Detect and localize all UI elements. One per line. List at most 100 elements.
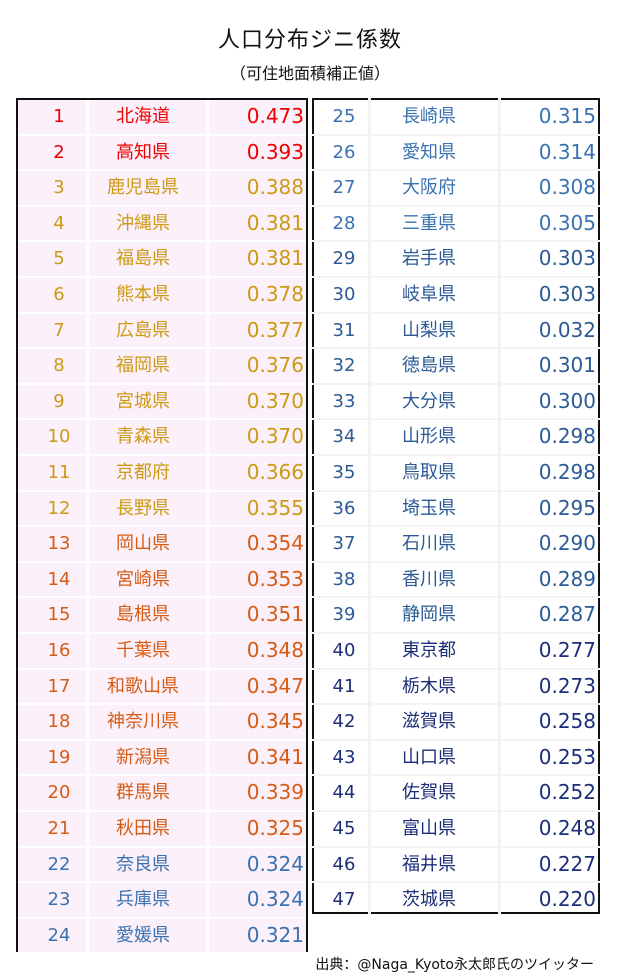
prefecture-cell: 三重県: [402, 212, 456, 234]
value-cell: 0.315: [538, 104, 596, 128]
grid-line: [312, 454, 600, 456]
rank-cell: 22: [47, 853, 71, 875]
value-cell: 0.300: [538, 388, 596, 413]
prefecture-cell: 宮崎県: [116, 568, 170, 590]
prefecture-cell: 沖縄県: [116, 212, 170, 234]
table-row: 21 秋田県 0.325: [16, 811, 308, 847]
grid-line: [16, 169, 308, 172]
grid-line: [312, 489, 600, 492]
rank-cell: 12: [47, 497, 71, 519]
prefecture-cell: 香川県: [402, 568, 456, 590]
value-cell: 0.388: [246, 175, 304, 200]
grid-line: [16, 525, 308, 528]
grid-line: [16, 560, 308, 563]
value-cell: 0.366: [246, 460, 304, 484]
table-row: 11 京都府 0.366: [16, 455, 308, 491]
value-cell: 0.305: [538, 210, 596, 235]
table-row: 41 栃木県 0.273: [312, 669, 600, 705]
rank-cell: 7: [53, 319, 65, 341]
table-row: 38 香川県 0.289: [312, 562, 600, 598]
value-cell: 0.378: [246, 282, 304, 306]
grid-line: [312, 912, 600, 914]
rank-cell: 40: [332, 640, 356, 661]
prefecture-cell: 兵庫県: [116, 889, 170, 911]
value-cell: 0.381: [246, 210, 304, 235]
grid-line: [16, 240, 308, 243]
prefecture-cell: 愛媛県: [116, 924, 170, 946]
value-cell: 0.339: [246, 780, 304, 805]
prefecture-cell: 青森県: [116, 426, 170, 448]
rank-cell: 5: [53, 248, 65, 270]
prefecture-cell: 広島県: [116, 319, 170, 341]
grid-line: [16, 489, 308, 492]
table-row: 5 福島県 0.381: [16, 241, 308, 277]
prefecture-cell: 山形県: [402, 426, 456, 448]
grid-line: [312, 667, 600, 670]
rank-cell: 26: [332, 141, 356, 163]
table-row: 40 東京都 0.277: [312, 633, 600, 669]
value-cell: 0.347: [246, 673, 304, 698]
prefecture-cell: 秋田県: [116, 818, 170, 839]
table-row: 47 茨城県 0.220: [312, 882, 600, 918]
grid-line: [16, 276, 308, 278]
grid-line: [312, 169, 600, 172]
grid-line: [86, 98, 89, 952]
table-row: 18 神奈川県 0.345: [16, 704, 308, 740]
table-row: 24 愛媛県 0.321: [16, 918, 308, 954]
prefecture-cell: 熊本県: [116, 284, 170, 305]
value-cell: 0.341: [246, 744, 304, 769]
grid-line: [368, 98, 371, 914]
prefecture-cell: 栃木県: [402, 675, 456, 697]
prefecture-cell: 長崎県: [402, 106, 456, 127]
grid-line: [312, 632, 600, 634]
value-cell: 0.253: [538, 744, 596, 769]
table-row: 16 千葉県 0.348: [16, 633, 308, 669]
grid-line: [16, 916, 308, 919]
value-cell: 0.308: [538, 175, 596, 200]
table-row: 46 福井県 0.227: [312, 847, 600, 883]
rank-cell: 20: [47, 782, 71, 804]
grid-line: [312, 774, 600, 777]
table-row: 19 新潟県 0.341: [16, 740, 308, 776]
page-subtitle: （可住地面積補正値）: [229, 64, 390, 83]
prefecture-cell: 滋賀県: [402, 711, 456, 733]
ranking-table: 1 北海道 0.473 2 高知県 0.393 3 鹿児島県 0.388 4 沖縄県 0.381 5 福島…: [16, 98, 602, 954]
rank-cell: 13: [47, 533, 71, 555]
rank-cell: 33: [332, 390, 356, 412]
grid-line: [312, 560, 600, 563]
grid-line: [312, 525, 600, 528]
prefecture-cell: 大分県: [402, 390, 456, 412]
grid-line: [312, 133, 600, 136]
source-credit: 出典：@Naga_Kyoto永太郎氏のツイッター: [315, 957, 594, 973]
table-row: 42 滋賀県 0.258: [312, 704, 600, 740]
table-row: 28 三重県 0.305: [312, 206, 600, 242]
value-cell: 0.377: [246, 317, 304, 342]
value-cell: 0.321: [246, 922, 304, 947]
rank-cell: 29: [332, 248, 356, 270]
table-row: 45 富山県 0.248: [312, 811, 600, 847]
grid-line: [16, 98, 308, 100]
rank-cell: 27: [332, 177, 356, 199]
grid-line: [206, 98, 209, 952]
table-row: 7 広島県 0.377: [16, 313, 308, 349]
grid-line: [312, 703, 600, 706]
prefecture-cell: 愛知県: [402, 141, 456, 163]
grid-line: [598, 98, 600, 914]
rank-cell: 9: [53, 390, 65, 412]
prefecture-cell: 岩手県: [402, 248, 456, 270]
value-cell: 0.324: [246, 887, 304, 912]
value-cell: 0.324: [246, 851, 304, 876]
grid-line: [312, 98, 600, 100]
grid-line: [16, 133, 308, 136]
rank-cell: 10: [47, 426, 71, 448]
value-cell: 0.314: [538, 139, 596, 164]
table-row: 27 大阪府 0.308: [312, 170, 600, 206]
grid-line: [16, 98, 18, 952]
value-cell: 0.258: [538, 709, 596, 734]
rank-cell: 6: [53, 284, 65, 305]
grid-line: [312, 311, 600, 314]
ranking-column-left: 1 北海道 0.473 2 高知県 0.393 3 鹿児島県 0.388 4 沖縄県 0.381 5 福島…: [16, 98, 308, 952]
grid-line: [16, 703, 308, 706]
value-cell: 0.370: [246, 388, 304, 413]
value-cell: 0.348: [246, 638, 304, 662]
